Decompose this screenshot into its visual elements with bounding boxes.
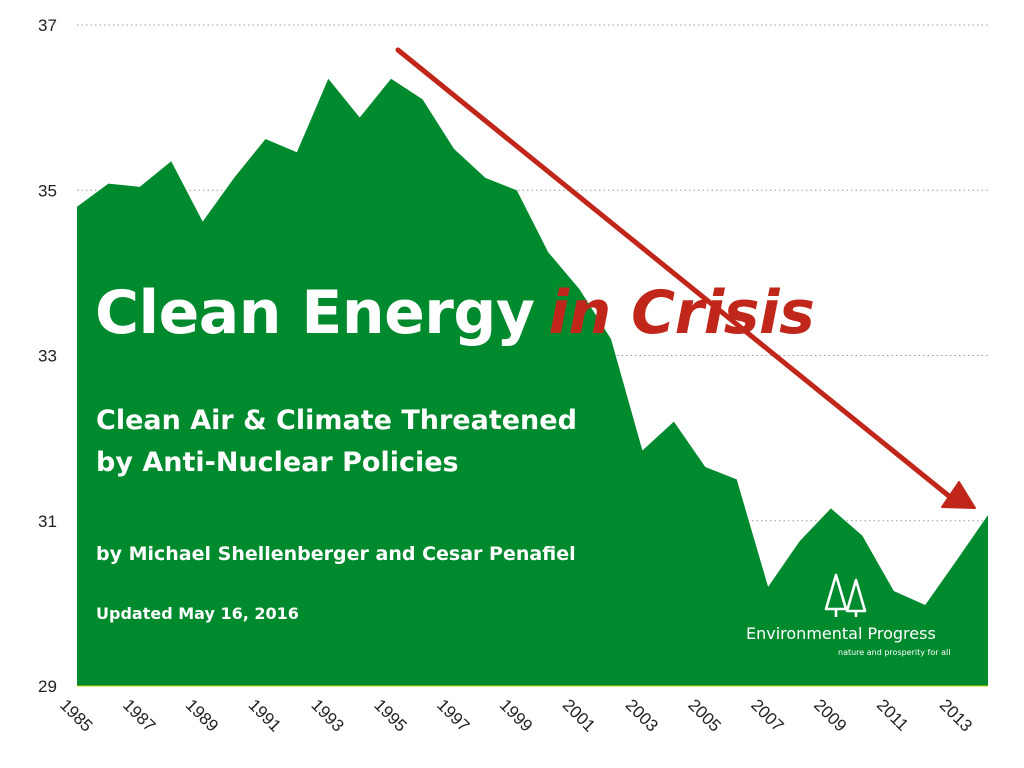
x-tick-label: 2007 [747, 695, 787, 735]
x-tick-label: 2011 [873, 695, 912, 734]
subtitle-line-2: by Anti-Nuclear Policies [96, 446, 459, 478]
x-tick-label: 1999 [496, 695, 536, 735]
x-tick-label: 1989 [182, 695, 222, 735]
x-tick-label-group: 2007 [747, 695, 787, 735]
trees-icon [824, 573, 867, 617]
x-tick-label: 1997 [433, 695, 473, 735]
x-tick-label: 1995 [370, 695, 410, 735]
x-tick-label: 2009 [810, 695, 850, 735]
x-tick-label-group: 1989 [182, 695, 222, 735]
y-tick-label: 37 [38, 16, 57, 35]
byline: by Michael Shellenberger and Cesar Penaf… [96, 543, 576, 565]
trend-arrow [395, 47, 976, 509]
x-tick-label-group: 1987 [119, 695, 159, 735]
x-tick-label-group: 1997 [433, 695, 473, 735]
x-tick-label: 1991 [245, 695, 285, 735]
x-tick-label-group: 2009 [810, 695, 850, 735]
title-main-text: Clean Energy [95, 278, 535, 348]
logo-name: Environmental Progress [746, 624, 936, 643]
x-tick-label-group: 2003 [622, 695, 662, 735]
title-accent-text: in Crisis [548, 278, 815, 348]
x-tick-label: 2013 [936, 695, 976, 735]
x-tick-label-group: 1995 [370, 695, 410, 735]
logo-tagline: nature and prosperity for all [838, 648, 951, 657]
area-fill [77, 78, 988, 686]
x-tick-label: 2001 [559, 695, 599, 735]
y-tick-label: 31 [38, 512, 57, 531]
x-tick-label-group: 2013 [936, 695, 976, 735]
x-tick-label-group: 2005 [684, 695, 724, 735]
x-tick-label-group: 2001 [559, 695, 599, 735]
y-tick-label: 35 [38, 181, 57, 200]
x-tick-label-group: 1993 [307, 695, 347, 735]
x-tick-label: 1993 [307, 695, 347, 735]
trend-arrow-line [395, 47, 963, 508]
x-tick-label-group: 1999 [496, 695, 536, 735]
x-tick-label: 1987 [119, 695, 159, 735]
trend-arrow-head [941, 481, 976, 509]
y-tick-label: 33 [38, 347, 57, 366]
updated-date: Updated May 16, 2016 [96, 604, 299, 623]
subtitle-line-1: Clean Air & Climate Threatened [96, 405, 577, 436]
logo: Environmental Progress nature and prospe… [742, 572, 982, 662]
page-title: Clean Energy in Crisis [95, 283, 815, 343]
x-tick-label-group: 1991 [245, 695, 285, 735]
x-tick-label: 2005 [684, 695, 724, 735]
x-tick-label: 2003 [622, 695, 662, 735]
y-tick-label: 29 [38, 677, 57, 696]
x-tick-label: 1985 [56, 695, 96, 735]
x-tick-label-group: 2011 [873, 695, 912, 734]
area-series [77, 78, 988, 687]
subtitle: Clean Air & Climate Threatened by Anti-N… [96, 400, 577, 484]
x-tick-label-group: 1985 [56, 695, 96, 735]
